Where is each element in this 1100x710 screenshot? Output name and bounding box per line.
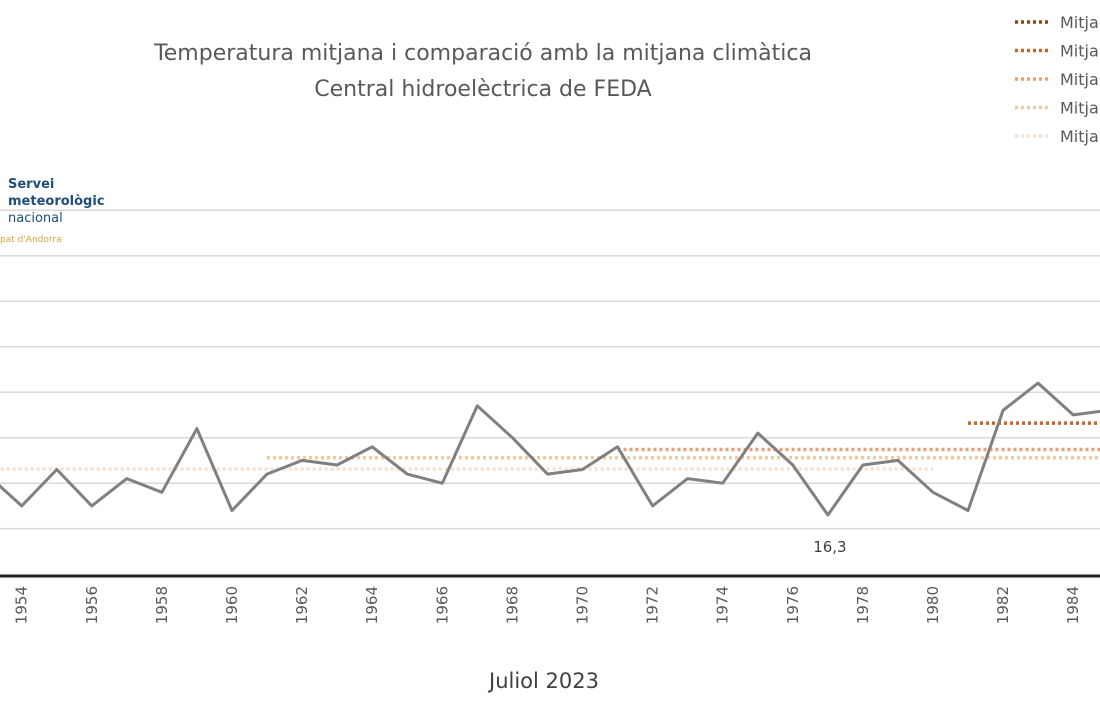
x-tick-label: 1954 bbox=[13, 586, 31, 624]
x-tick-label: 1958 bbox=[153, 586, 171, 624]
x-tick-labels: 1954 1956 1958 1960 1962 1964 1966 1968 1970 1972… bbox=[13, 586, 1082, 624]
x-tick-label: 1982 bbox=[994, 586, 1012, 624]
chart-subtitle: Central hidroelèctrica de FEDA bbox=[314, 77, 651, 102]
x-tick-label: 1976 bbox=[784, 586, 802, 624]
legend-label: Mitja bbox=[1060, 99, 1099, 118]
logo: Servei meteorològic nacional pat d'Andor… bbox=[0, 177, 105, 245]
legend-label: Mitja bbox=[1060, 42, 1099, 61]
logo-line-3: nacional bbox=[8, 211, 63, 226]
x-tick-label: 1980 bbox=[924, 586, 942, 624]
min-value-annotation: 16,3 bbox=[813, 538, 846, 556]
x-tick-label: 1972 bbox=[644, 586, 662, 624]
x-tick-label: 1960 bbox=[223, 586, 241, 624]
legend-label: Mitja bbox=[1060, 127, 1099, 146]
x-tick-label: 1978 bbox=[854, 586, 872, 624]
x-tick-label: 1968 bbox=[503, 586, 521, 624]
chart-title: Temperatura mitjana i comparació amb la … bbox=[153, 41, 812, 66]
x-tick-label: 1984 bbox=[1064, 586, 1082, 624]
legend-label: Mitja bbox=[1060, 13, 1099, 32]
x-axis-label: Juliol 2023 bbox=[487, 669, 599, 693]
legend: Mitja Mitja Mitja Mitja Mitja bbox=[1015, 13, 1099, 146]
legend-label: Mitja bbox=[1060, 70, 1099, 89]
x-tick-label: 1974 bbox=[714, 586, 732, 624]
x-tick-label: 1956 bbox=[83, 586, 101, 624]
x-tick-label: 1966 bbox=[433, 586, 451, 624]
x-tick-label: 1970 bbox=[574, 586, 592, 624]
x-tick-label: 1962 bbox=[293, 586, 311, 624]
x-tick-label: 1964 bbox=[363, 586, 381, 624]
logo-line-1: Servei bbox=[8, 177, 54, 192]
climate-average-lines bbox=[0, 421, 1100, 471]
logo-line-4: pat d'Andorra bbox=[0, 235, 62, 245]
annotations: 16,3 bbox=[813, 538, 846, 556]
grid-lines bbox=[0, 209, 1100, 530]
logo-line-2: meteorològic bbox=[8, 194, 105, 209]
temperature-series-line bbox=[0, 381, 1100, 517]
